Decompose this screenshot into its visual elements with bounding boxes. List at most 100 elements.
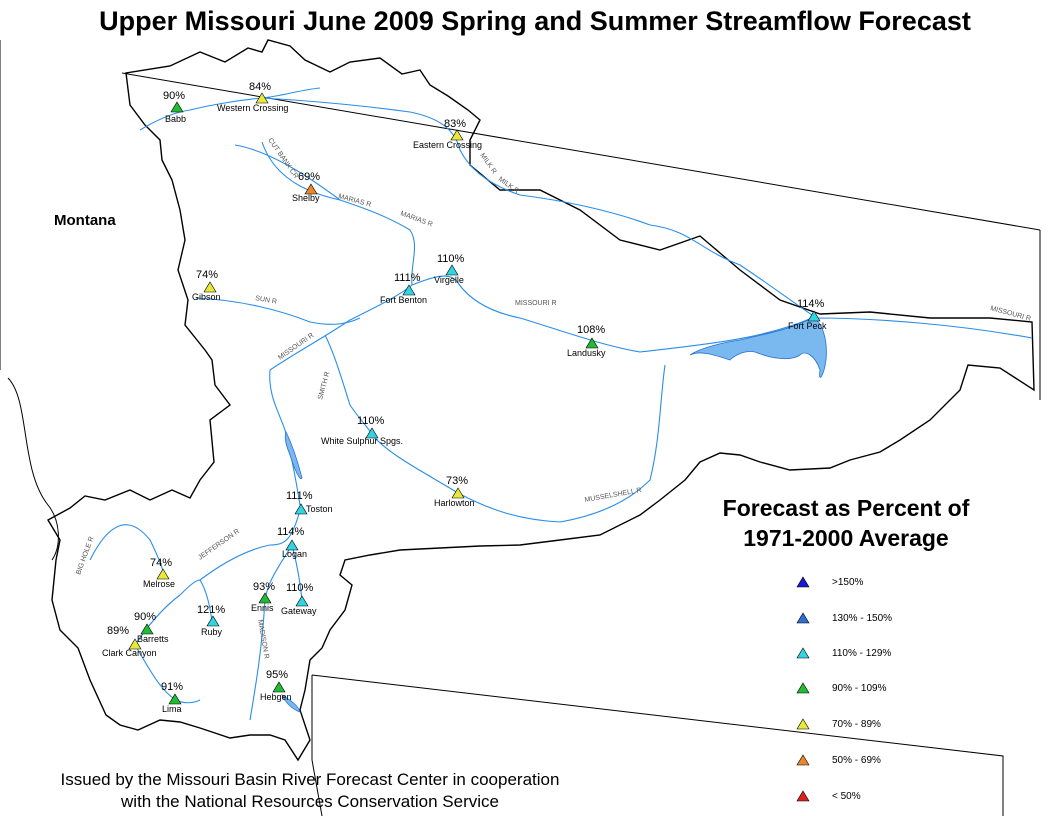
- legend-label: < 50%: [832, 790, 861, 802]
- station-name: Gateway: [281, 606, 317, 616]
- idaho-montana-border: [0, 40, 59, 561]
- legend-label: 90% - 109%: [832, 682, 887, 694]
- station-hebgen[interactable]: 95% Hebgen: [260, 669, 292, 702]
- rivers: [89, 87, 1033, 721]
- legend-triangle-icon: [796, 647, 810, 659]
- legend-item: 130% - 150%: [796, 610, 892, 626]
- station-virgelle[interactable]: 110% Virgelle: [434, 253, 465, 285]
- river-labels: CUT BANK CR MARIAS R MARIAS R MILK R MIL…: [75, 137, 1031, 659]
- station-name: Melrose: [143, 579, 175, 589]
- legend-title: Forecast as Percent of 1971-2000 Average: [696, 493, 996, 553]
- station-percent: 121%: [197, 604, 225, 616]
- legend-triangle-icon: [796, 754, 810, 766]
- station-name: Logan: [282, 549, 307, 559]
- station-marker: [258, 592, 272, 604]
- station-name: Shelby: [292, 193, 320, 203]
- station-marker: [255, 92, 269, 104]
- footer-line2: with the National Resources Conservation…: [121, 792, 499, 811]
- basin-outline: [47, 39, 1035, 762]
- station-babb[interactable]: 90% Babb: [163, 90, 186, 124]
- station-marker: [295, 595, 309, 607]
- station-marker: [156, 568, 170, 580]
- station-percent: 95%: [266, 669, 288, 681]
- station-name: Babb: [165, 114, 186, 124]
- station-name: Fort Benton: [380, 295, 427, 305]
- hebgen-lake: [281, 693, 301, 713]
- station-fort-peck[interactable]: 114% Fort Peck: [788, 298, 827, 331]
- river-label: MARIAS R: [399, 210, 433, 228]
- wyoming-north-border: [311, 674, 1004, 816]
- station-name: Hebgen: [260, 692, 292, 702]
- station-landusky[interactable]: 108% Landusky: [567, 324, 606, 358]
- station-name: Gibson: [192, 292, 221, 302]
- legend-label: 50% - 69%: [832, 754, 881, 766]
- station-shelby[interactable]: 69% Shelby: [292, 171, 320, 203]
- jefferson-river: [199, 509, 301, 581]
- missouri-main: [269, 275, 1033, 371]
- footer-credit: Issued by the Missouri Basin River Forec…: [0, 769, 620, 813]
- station-marker: [140, 623, 154, 635]
- st-mary-river: [139, 87, 321, 131]
- station-marker: [585, 337, 599, 349]
- milk-river: [261, 97, 813, 316]
- station-percent: 108%: [577, 324, 605, 336]
- station-name: Western Crossing: [217, 103, 288, 113]
- station-name: Clark Canyon: [102, 648, 157, 658]
- station-percent: 90%: [134, 611, 156, 623]
- station-marker: [272, 681, 286, 693]
- river-label: MUSSELSHELL R: [584, 487, 642, 504]
- station-name: Virgelle: [434, 275, 464, 285]
- station-melrose[interactable]: 74% Melrose: [143, 557, 175, 589]
- station-clark-canyon[interactable]: 89% Clark Canyon: [102, 625, 157, 658]
- canyon-ferry-lake: [284, 430, 303, 480]
- station-name: Fort Peck: [788, 321, 827, 331]
- station-percent: 69%: [298, 171, 320, 183]
- station-name: Ennis: [251, 603, 274, 613]
- station-marker: [168, 693, 182, 705]
- station-percent: 89%: [107, 625, 129, 637]
- station-name: Toston: [306, 504, 333, 514]
- legend-item: 90% - 109%: [796, 680, 886, 696]
- station-white-sulphur-springs[interactable]: 110% White Sulphur Spgs.: [321, 415, 403, 446]
- station-ruby[interactable]: 121% Ruby: [197, 604, 225, 637]
- station-ennis[interactable]: 93% Ennis: [251, 581, 275, 613]
- station-percent: 74%: [150, 557, 172, 569]
- station-gateway[interactable]: 110% Gateway: [281, 582, 317, 616]
- station-marker: [128, 638, 142, 650]
- station-percent: 93%: [253, 581, 275, 593]
- station-eastern-crossing[interactable]: 83% Eastern Crossing: [413, 118, 482, 150]
- legend-item: < 50%: [796, 788, 861, 804]
- station-toston[interactable]: 111% Toston: [286, 490, 333, 515]
- river-label: MILK R: [497, 176, 520, 195]
- station-fort-benton[interactable]: 111% Fort Benton: [380, 272, 427, 305]
- station-marker: [294, 503, 308, 515]
- river-label: MARIAS R: [337, 193, 372, 209]
- station-harlowton[interactable]: 73% Harlowton: [434, 475, 475, 508]
- station-lima[interactable]: 91% Lima: [161, 681, 183, 714]
- station-marker: [203, 281, 217, 293]
- legend-triangle-icon: [796, 718, 810, 730]
- station-percent: 84%: [249, 81, 271, 93]
- river-label: MISSOURI R: [277, 332, 315, 362]
- station-gibson[interactable]: 74% Gibson: [192, 269, 221, 302]
- station-barretts[interactable]: 90% Barretts: [134, 611, 169, 644]
- station-marker: [365, 427, 379, 439]
- station-percent: 90%: [163, 90, 185, 102]
- state-label-montana: Montana: [54, 212, 116, 229]
- legend-triangle-icon: [796, 682, 810, 694]
- station-marker: [285, 539, 299, 551]
- station-name: Lima: [162, 704, 182, 714]
- station-marker: [170, 101, 184, 113]
- sun-river: [195, 297, 361, 325]
- station-percent: 83%: [444, 118, 466, 130]
- station-logan[interactable]: 114% Logan: [277, 526, 307, 559]
- station-marker: [807, 310, 821, 322]
- river-label: SMITH R: [317, 371, 331, 401]
- station-marker: [206, 615, 220, 627]
- station-percent: 110%: [286, 582, 314, 594]
- cut-bank-creek: [261, 141, 341, 201]
- station-percent: 74%: [196, 269, 218, 281]
- river-label: MISSOURI R: [515, 300, 557, 307]
- station-percent: 114%: [277, 526, 305, 538]
- station-western-crossing[interactable]: 84% Western Crossing: [217, 81, 288, 113]
